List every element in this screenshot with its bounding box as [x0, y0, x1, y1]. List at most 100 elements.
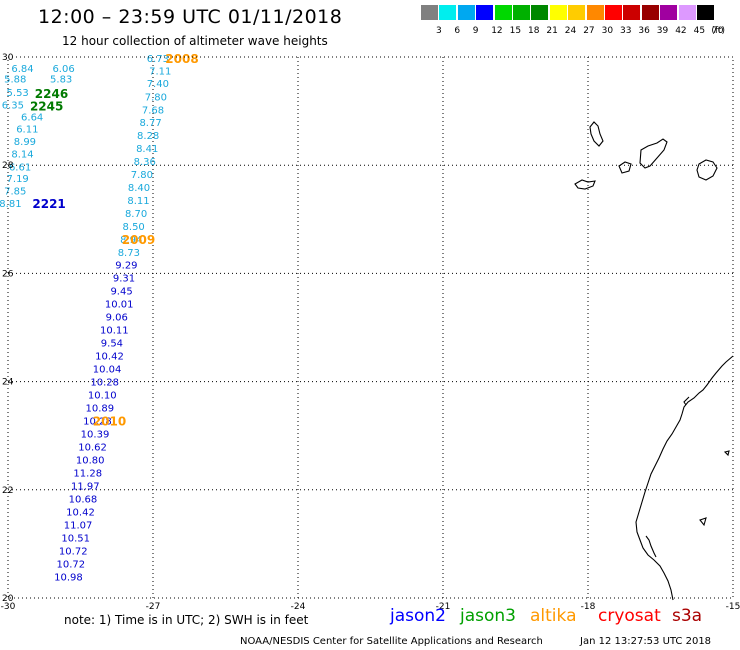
legend-tick-label: 39: [656, 26, 669, 36]
legend-swatch-18: [513, 5, 530, 20]
wave-height-reading: 10.98: [54, 572, 83, 583]
lat-tick-label: 24: [2, 378, 14, 388]
lon-tick-label: -30: [1, 602, 16, 612]
wave-height-reading: 6.64: [21, 113, 43, 124]
pass-time-label: 2245: [30, 100, 63, 114]
wave-height-reading: 9.45: [110, 287, 132, 298]
lat-tick-label: 28: [2, 161, 14, 171]
wave-height-reading: 9.31: [113, 274, 135, 285]
wave-height-readings: 6.73 7.117.40 7.80 7.68 8.77 8.28 8.41 8.36 7.80…: [0, 54, 171, 583]
legend-tick-label: 18: [528, 26, 540, 36]
wave-height-reading: 10.10: [88, 391, 117, 402]
wave-height-reading: 8.70: [125, 209, 147, 220]
wave-height-reading: 5.88: [4, 75, 26, 86]
legend-tick-label: 21: [546, 26, 558, 36]
map-subtitle: 12 hour collection of altimeter wave hei…: [62, 34, 328, 48]
footnote: note: 1) Time is in UTC; 2) SWH is in fe…: [64, 613, 309, 627]
wave-height-reading: 8.50: [123, 222, 145, 233]
wave-height-reading: 10.01: [105, 300, 134, 311]
small-island-1: [699, 517, 707, 527]
wave-height-reading: 7.80: [131, 170, 153, 181]
wave-height-reading: 6.73: [147, 54, 169, 65]
legend-swatch-70: [697, 5, 714, 20]
legend-swatch-15: [494, 5, 512, 20]
legend-tick-label: 27: [583, 26, 595, 36]
wave-height-reading: 10.68: [69, 494, 98, 505]
africa-coastline: [635, 355, 734, 601]
satellite-legend-jason2: jason2: [390, 606, 446, 626]
legend-tick-label: 12: [491, 26, 503, 36]
legend-swatch-6: [439, 5, 457, 20]
map-frame: [7, 56, 734, 599]
wave-height-reading: 11.97: [71, 481, 100, 492]
lon-tick-label: -21: [436, 602, 451, 612]
pass-time-label: 2009: [122, 233, 155, 247]
wave-height-reading: 8.73: [118, 248, 140, 259]
credit-line: NOAA/NESDIS Center for Satellite Applica…: [240, 636, 543, 647]
legend-tick-label: 15: [509, 26, 522, 36]
wave-height-reading: 6.11: [16, 124, 38, 135]
legend-swatch-27: [568, 5, 586, 20]
lon-tick-label: -27: [146, 602, 161, 612]
pass-time-label: 2010: [93, 415, 126, 429]
timestamp: Jan 12 13:27:53 UTC 2018: [580, 636, 712, 647]
wave-height-reading: 11.07: [64, 520, 93, 531]
wave-height-reading: 8.11: [127, 196, 149, 207]
legend-tick-label: 6: [454, 26, 461, 36]
legend-swatch-36: [623, 5, 641, 20]
legend-swatch-42: [660, 5, 678, 20]
lat-lon-grid: [8, 57, 733, 598]
wave-height-reading: 7.11: [149, 67, 171, 78]
map-axes: 30 28 26 24 22 20-30 -27 -24 -21 -18 -15: [1, 53, 740, 612]
lat-tick-label: 26: [2, 269, 14, 279]
legend-tick-label: 24: [564, 26, 577, 36]
wave-height-reading: 10.42: [95, 352, 124, 363]
legend-tick-label: 70: [712, 26, 724, 36]
wave-height-reading: 8.41: [136, 144, 158, 155]
satellite-legend-jason3: jason3: [460, 606, 516, 626]
gran-canaria-island: [696, 159, 718, 181]
coastline: [574, 121, 734, 601]
legend-swatch-12: [476, 5, 494, 20]
lat-tick-label: 20: [2, 594, 14, 604]
legend-unit: (ft): [711, 26, 725, 36]
wave-height-reading: 10.28: [83, 417, 112, 428]
wave-height-reading: 8.81: [0, 199, 22, 210]
wave-height-reading: 10.62: [78, 443, 107, 454]
wave-height-reading: 10.42: [66, 507, 95, 518]
pass-time-label: 2246: [35, 87, 68, 101]
legend-tick-label: 42: [675, 26, 687, 36]
legend-tick-label: 33: [620, 26, 632, 36]
tenerife-island: [639, 138, 668, 169]
legend-swatch-30: [586, 5, 604, 20]
wave-height-reading: 5.83: [50, 75, 72, 86]
wave-height-reading: 8.77: [139, 118, 161, 129]
wave-height-reading: 9.29: [115, 261, 137, 272]
gomera-island: [618, 161, 632, 174]
wave-height-reading: 11.28: [73, 468, 102, 479]
legend-tick-label: 36: [638, 26, 650, 36]
legend-tick-label: 30: [601, 26, 614, 36]
wave-height-reading: 7.68: [142, 105, 164, 116]
legend-tick-label: 45: [693, 26, 706, 36]
wave-height-reading: 6.06: [52, 64, 74, 75]
legend-swatch-3: [421, 5, 438, 20]
wave-height-reading: 8.40: [128, 183, 150, 194]
wave-height-reading: 10.80: [76, 456, 105, 467]
wave-height-reading: 10.89: [86, 404, 115, 415]
wave-height-reading: 6.61: [9, 162, 31, 173]
wave-height-reading: 7.85: [4, 187, 26, 198]
wave-height-reading: 9.54: [101, 339, 123, 350]
wave-height-reading: 7.80: [145, 92, 167, 103]
wave-height-reading: 8.14: [11, 149, 33, 160]
legend-swatch-45: [678, 5, 696, 20]
africa-inlet: [683, 396, 690, 406]
wave-height-reading: 9.06: [106, 313, 128, 324]
wave-height-reading: 8.94: [120, 235, 142, 246]
la-palma-island: [589, 121, 604, 147]
wave-height-reading: 10.11: [100, 326, 129, 337]
legend-swatch-39: [641, 5, 659, 20]
wave-height-reading: 10.72: [59, 546, 88, 557]
